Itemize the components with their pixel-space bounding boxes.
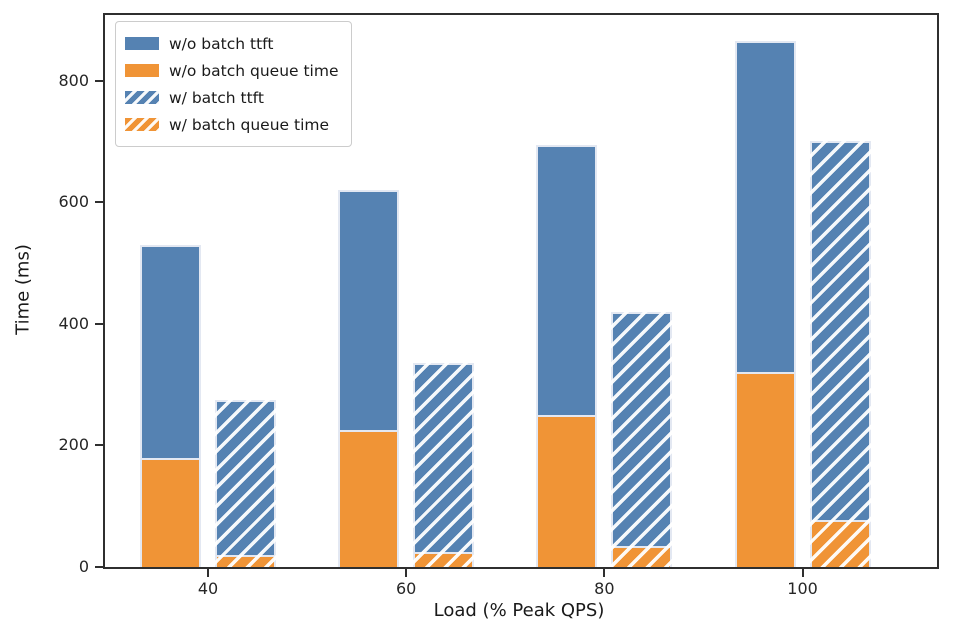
bar-without-batch-100 (734, 41, 796, 567)
x-tick-label: 100 (787, 579, 818, 598)
queue-time-segment (611, 545, 673, 567)
y-tick-label: 600 (58, 192, 89, 212)
legend-item: w/o batch queue time (125, 57, 339, 84)
legend-label: w/ batch ttft (169, 88, 264, 107)
x-tick-label: 80 (594, 579, 615, 598)
y-tick-label: 0 (78, 557, 89, 576)
queue-time-segment (140, 457, 201, 567)
queue-time-segment (809, 519, 871, 567)
legend-label: w/o batch ttft (169, 34, 274, 53)
y-tick-label: 800 (58, 70, 89, 90)
x-tick-mark (207, 569, 209, 577)
x-tick-mark (801, 569, 804, 577)
queue-time-segment (215, 554, 276, 567)
queue-time-segment (338, 430, 400, 567)
x-tick-label: 40 (197, 579, 219, 598)
y-tick-mark (95, 201, 103, 204)
bar-with-batch-40 (215, 399, 276, 568)
y-tick-mark (95, 566, 103, 568)
legend: w/o batch ttft w/o batch queue time w/ bat… (115, 21, 352, 147)
y-tick-label: 400 (58, 313, 89, 333)
x-tick-label: 60 (395, 579, 417, 598)
bar-with-batch-100 (809, 141, 871, 567)
bar-with-batch-80 (611, 311, 673, 568)
legend-label: w/ batch queue time (169, 115, 330, 134)
legend-swatch-icon (125, 64, 159, 77)
queue-time-segment (734, 372, 796, 567)
legend-swatch-icon (125, 91, 159, 104)
y-axis-label: Time (ms) (12, 244, 34, 335)
legend-swatch-icon (125, 118, 159, 131)
queue-time-segment (536, 415, 598, 567)
y-tick-label: 200 (58, 435, 89, 455)
bar-without-batch-40 (140, 244, 201, 567)
legend-item: w/ batch queue time (125, 111, 339, 138)
x-tick-mark (603, 569, 606, 577)
legend-item: w/ batch ttft (125, 84, 339, 111)
y-tick-mark (95, 79, 103, 82)
bar-without-batch-80 (536, 144, 598, 567)
legend-label: w/o batch queue time (169, 61, 339, 80)
legend-item: w/o batch ttft (125, 30, 339, 57)
y-tick-mark (95, 444, 103, 447)
x-tick-mark (405, 569, 408, 577)
bar-with-batch-60 (413, 363, 475, 567)
legend-swatch-icon (125, 37, 159, 50)
plot-area: w/o batch ttft w/o batch queue time w/ bat… (58, 13, 939, 598)
queue-time-segment (413, 551, 475, 567)
y-tick-mark (95, 322, 103, 325)
x-axis-label: Load (% Peak QPS) (433, 600, 605, 621)
bar-without-batch-60 (338, 190, 400, 567)
